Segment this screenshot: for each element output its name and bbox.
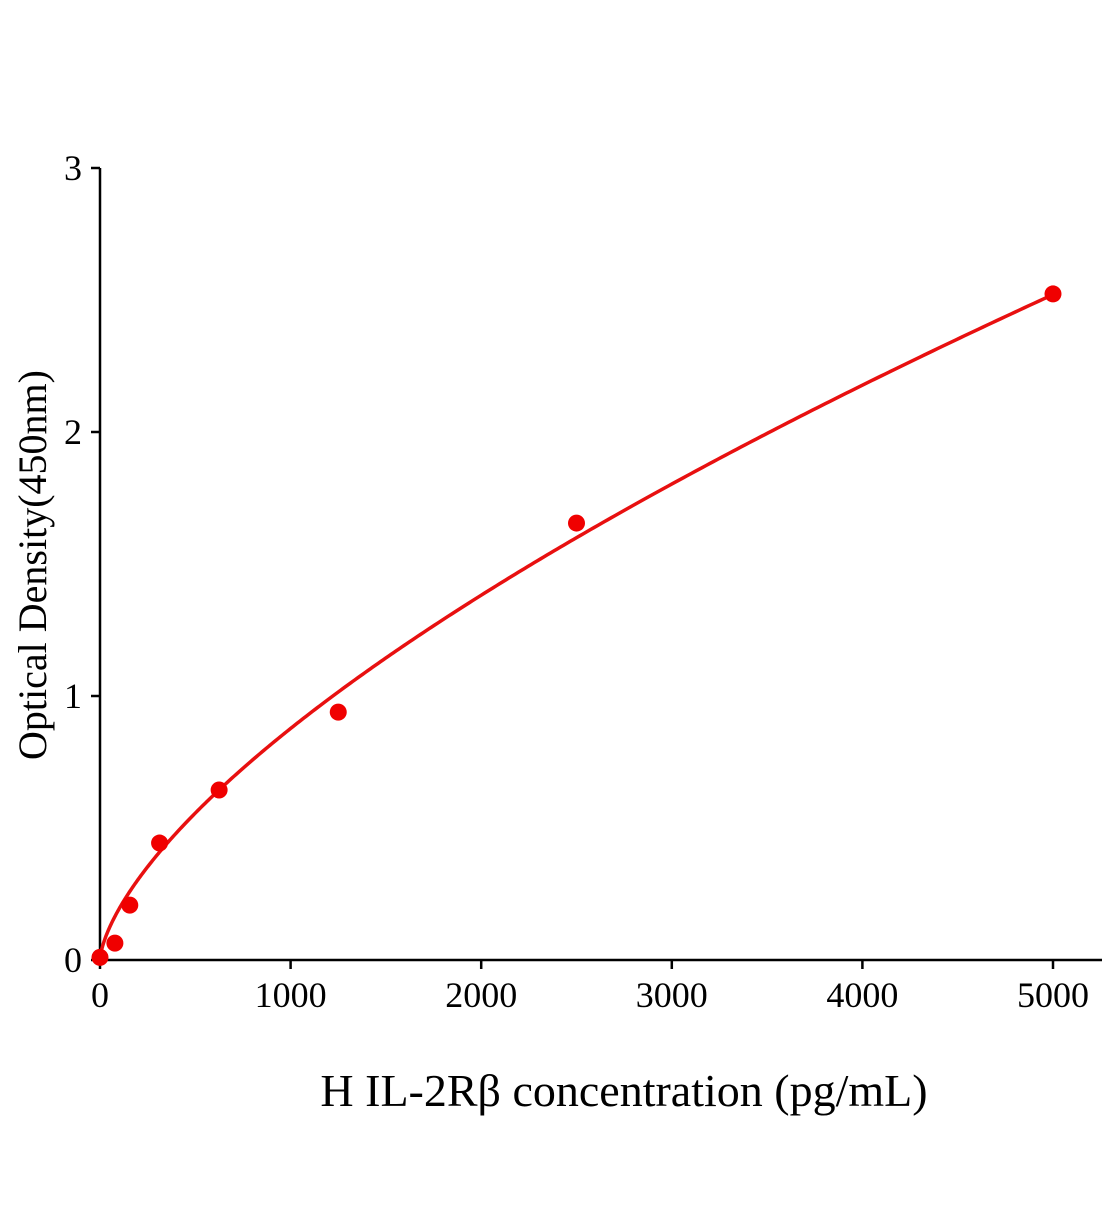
x-axis-label: H IL-2Rβ concentration (pg/mL) <box>320 1065 927 1116</box>
fit-curve-group <box>98 292 1054 961</box>
x-tick-label: 5000 <box>1017 975 1089 1015</box>
x-tick-label: 0 <box>91 975 109 1015</box>
y-tick-label: 3 <box>64 148 82 188</box>
data-point <box>1044 285 1062 303</box>
y-tick-label: 0 <box>64 940 82 980</box>
x-tick-label: 1000 <box>255 975 327 1015</box>
data-point <box>329 703 347 721</box>
x-tick-label: 3000 <box>636 975 708 1015</box>
y-tick-label: 1 <box>64 676 82 716</box>
data-points <box>91 285 1062 966</box>
tick-labels: 0 1000 2000 3000 4000 5000 0 1 2 3 <box>64 148 1089 1015</box>
data-point <box>210 781 228 799</box>
data-point <box>568 514 585 532</box>
y-tick-label: 2 <box>64 412 82 452</box>
data-point <box>91 948 109 966</box>
data-point <box>106 934 124 952</box>
data-point <box>121 896 139 914</box>
fit-curve <box>98 292 1054 961</box>
y-axis-label: Optical Density(450nm) <box>10 370 55 760</box>
x-tick-label: 2000 <box>445 975 517 1015</box>
data-point <box>151 834 169 852</box>
axes <box>91 166 1102 969</box>
x-tick-label: 4000 <box>826 975 898 1015</box>
